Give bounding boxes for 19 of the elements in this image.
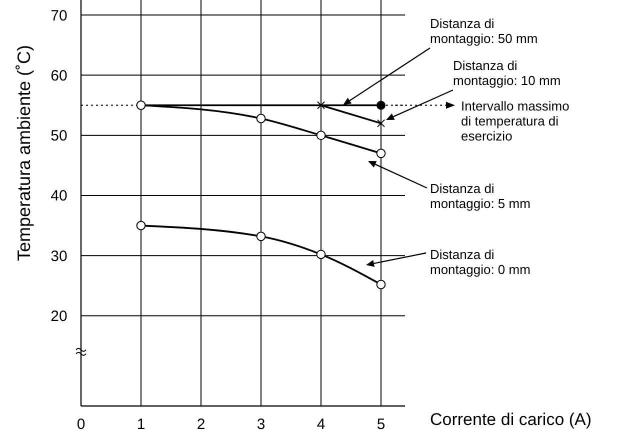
text: Distanza di montaggio: 10 mm (453, 58, 561, 88)
x-tick-label: 1 (136, 416, 146, 430)
y-tick-label: 30 (50, 248, 68, 265)
legend-label: Intervallo massimo di temperatura di esercizio (461, 98, 570, 144)
y-tick-label: 60 (50, 67, 68, 84)
x-tick-label: 4 (316, 416, 326, 430)
x-tick-label: 2 (196, 416, 206, 430)
y-tick-label: 50 (50, 128, 68, 145)
text: Distanza di montaggio: 5 mm (430, 181, 530, 211)
text: Distanza di montaggio: 50 mm (430, 16, 538, 46)
y-tick-label: 70 (50, 7, 68, 24)
y-tick-label: 40 (50, 188, 68, 205)
x-tick-label: 5 (376, 416, 386, 430)
legend-label: Distanza di montaggio: 0 mm (430, 247, 530, 277)
x-tick-label: 0 (76, 416, 86, 430)
y-axis-title: Temperatura ambiente (˚C) (14, 44, 34, 262)
x-axis-title: Corrente di carico (A) (430, 410, 592, 429)
x-tick-label: 3 (256, 416, 266, 430)
y-tick-label: 20 (50, 308, 68, 326)
